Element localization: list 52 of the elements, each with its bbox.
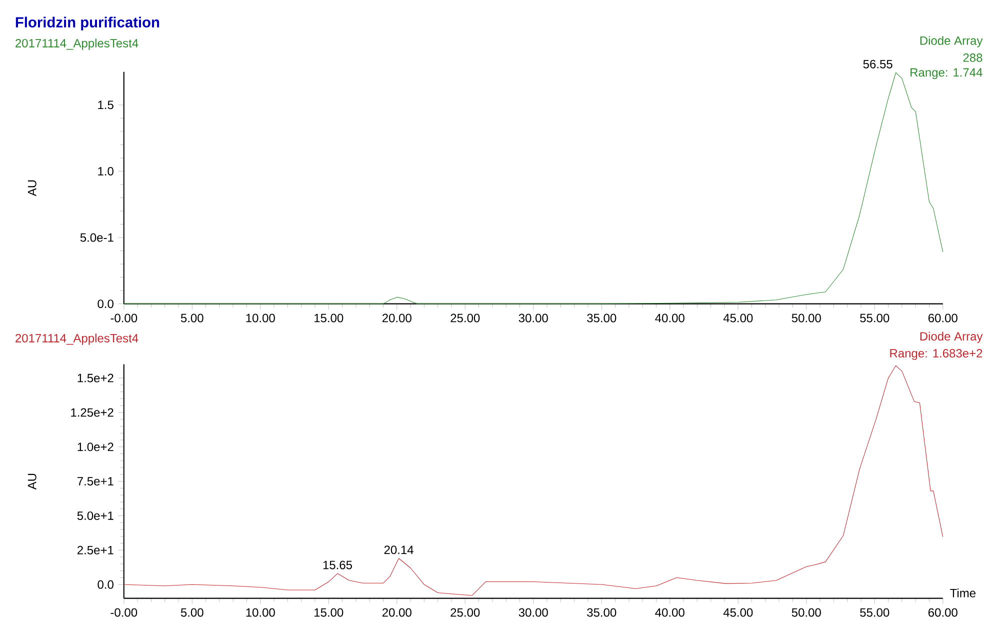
annotation: Range: 1.744 [910, 68, 982, 80]
y-tick-label: 0.0 [98, 300, 114, 308]
x-tick-label: 45.00 [723, 314, 753, 322]
y-tick-label: 2.5e+1 [77, 546, 114, 554]
y-axis-title: AU [28, 474, 36, 490]
x-tick-label: 15.00 [314, 608, 344, 617]
x-tick-label: 55.00 [860, 608, 890, 617]
x-tick-label: 25.00 [450, 314, 480, 322]
y-tick-label: 5.0e+1 [77, 511, 114, 520]
x-tick-label: -0.00 [110, 314, 138, 322]
chart-subtitle: 20171114_ApplesTest4 [16, 38, 138, 50]
x-tick-label: 10.00 [246, 608, 275, 617]
chart-title: Floridzin purification [16, 16, 160, 30]
text: 288 [963, 53, 982, 62]
chart-subtitle: 20171114_ApplesTest4 [16, 334, 138, 345]
y-tick-label: 1.5 [98, 100, 114, 110]
x-tick-label: 20.00 [382, 314, 412, 322]
x-tick-label: 20.00 [382, 608, 412, 617]
text: Diode Array [920, 36, 983, 48]
x-tick-label: 35.00 [587, 314, 616, 322]
x-tick-label: -0.00 [110, 608, 138, 617]
x-tick-label: 50.00 [792, 608, 821, 617]
x-tick-label: 35.00 [587, 608, 616, 617]
x-tick-label: 5.00 [180, 608, 204, 617]
annotation: 20.14 [384, 546, 414, 554]
line-series [124, 365, 944, 596]
x-tick-label: 15.00 [314, 314, 344, 322]
annotation: 15.65 [323, 560, 352, 570]
x-tick-label: 50.00 [792, 314, 821, 322]
y-tick-label: 5.0e-1 [80, 233, 114, 242]
y-tick-label: 0.0 [98, 580, 114, 589]
x-axis-title: Time [950, 588, 976, 598]
y-tick-label: 1.25e+2 [71, 408, 114, 417]
x-tick-label: 40.00 [655, 314, 684, 322]
text: Diode Array [920, 332, 983, 343]
y-tick-label: 1.0e+2 [78, 442, 114, 452]
x-tick-label: 55.00 [860, 314, 890, 322]
y-tick-label: 1.0 [98, 166, 114, 176]
text: Range: 1.683e+2 [890, 349, 982, 360]
y-axis-title: AU [28, 180, 36, 196]
x-tick-label: 5.00 [180, 314, 204, 322]
annotation: 56.55 [863, 60, 892, 68]
x-tick-label: 45.00 [723, 608, 753, 617]
x-tick-label: 60.00 [928, 608, 958, 617]
y-tick-label: 1.5e+2 [78, 374, 114, 382]
x-tick-label: 30.00 [518, 608, 548, 617]
x-tick-label: 25.00 [450, 608, 480, 617]
y-tick-label: 7.5e+1 [77, 477, 114, 486]
x-tick-label: 60.00 [928, 314, 958, 322]
x-tick-label: 30.00 [518, 314, 548, 322]
x-tick-label: 40.00 [655, 608, 684, 617]
x-tick-label: 10.00 [246, 314, 275, 322]
